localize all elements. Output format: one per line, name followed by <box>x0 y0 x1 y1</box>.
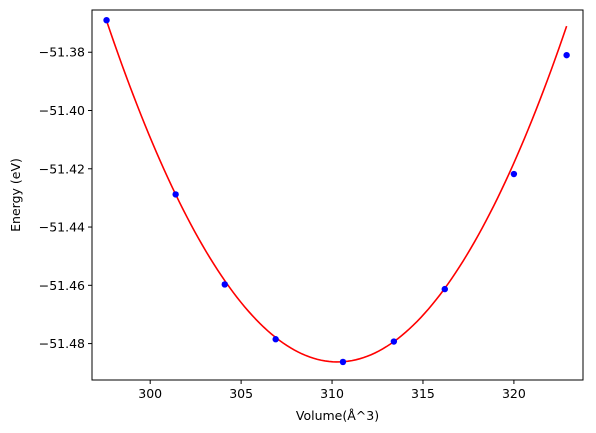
x-tick-label: 300 <box>138 386 162 401</box>
data-point <box>390 338 398 345</box>
data-point <box>272 336 279 343</box>
data-point <box>103 16 110 24</box>
fit-curve <box>105 20 568 363</box>
y-tick-label: −51.38 <box>39 45 85 60</box>
y-tick-label: −51.42 <box>39 161 85 176</box>
data-point <box>339 358 347 366</box>
y-tick-label: −51.40 <box>39 103 85 118</box>
x-tick-label: 315 <box>411 386 435 401</box>
data-point <box>563 51 570 59</box>
x-tick-label: 320 <box>502 386 526 401</box>
data-point <box>441 285 448 293</box>
y-axis-label: Energy (eV) <box>8 158 23 232</box>
data-point <box>510 170 518 178</box>
x-tick-label: 305 <box>229 386 253 401</box>
x-tick-label: 310 <box>320 386 344 401</box>
y-tick-label: −51.44 <box>39 220 85 235</box>
plot-frame <box>91 9 584 381</box>
data-point <box>172 191 179 198</box>
x-axis-label: Volume(Å^3) <box>296 408 379 423</box>
plot-area: 300 305 310 315 320 −51.48 −51.46 −51.44 −51.42 −… <box>39 9 584 401</box>
data-point <box>221 281 228 288</box>
y-tick-label: −51.46 <box>39 278 85 293</box>
y-tick-label: −51.48 <box>39 336 85 351</box>
